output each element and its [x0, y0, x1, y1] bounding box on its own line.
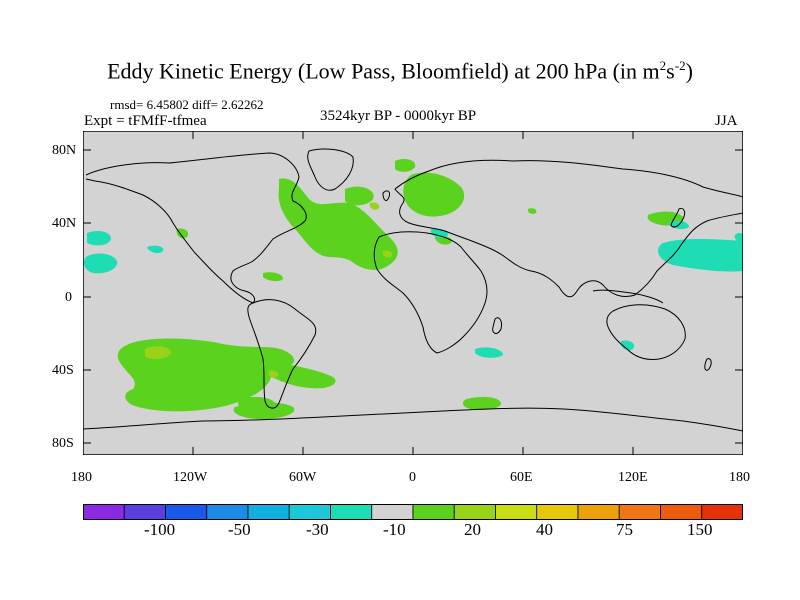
- colorbar-label: 40: [536, 520, 553, 539]
- new-zealand-outline: [704, 358, 712, 371]
- colorbar-cell: [371, 504, 414, 520]
- colorbar-cell: [453, 504, 496, 520]
- lon-label-60w: 60W: [289, 470, 317, 485]
- lat-label-80n: 80N: [52, 143, 77, 158]
- map-plot: [83, 131, 743, 455]
- colorbar-cell: [123, 504, 166, 520]
- local-maxima-regions: [145, 202, 393, 378]
- colorbar-cell: [618, 504, 661, 520]
- northeast-atlantic-anomaly: [345, 186, 374, 206]
- lon-label-120e: 120E: [618, 470, 648, 485]
- central-atlantic-maximum: [382, 250, 393, 258]
- period-label: 3524kyr BP - 0000kyr BP: [320, 108, 477, 124]
- south-pacific-maximum: [145, 346, 171, 360]
- colorbar-cells: [83, 504, 743, 520]
- colorbar-cell: [165, 504, 208, 520]
- south-america-outline: [247, 299, 317, 409]
- lon-label-180e: 180: [729, 470, 750, 485]
- lat-label-80s: 80S: [52, 436, 74, 451]
- colorbar-cell: [577, 504, 620, 520]
- greenland-outline: [307, 148, 354, 191]
- colorbar-cell: [660, 504, 703, 520]
- colorbar-cell: [701, 504, 743, 520]
- australia-anomaly: [620, 340, 635, 351]
- colorbar: [83, 504, 743, 520]
- lon-label-0: 0: [409, 470, 416, 485]
- lat-label-40s: 40S: [52, 363, 74, 378]
- colorbar-label: -30: [306, 520, 329, 539]
- colorbar-cell: [288, 504, 331, 520]
- colorbar-label: -100: [144, 520, 176, 539]
- colorbar-cell: [206, 504, 249, 520]
- colorbar-label: -10: [383, 520, 406, 539]
- axis-ticks: [83, 131, 743, 455]
- europe-anomaly: [403, 172, 465, 217]
- stats-text: rmsd= 6.45802 diff= 2.62262: [110, 97, 264, 112]
- north-america-anomaly: [147, 245, 164, 254]
- chart-title: Eddy Kinetic Energy (Low Pass, Bloomfiel…: [107, 58, 693, 84]
- colorbar-cell: [412, 504, 455, 520]
- eurasia-outline: [394, 159, 743, 298]
- madagascar-outline: [492, 317, 502, 334]
- antarctica-outline: [83, 407, 743, 432]
- colorbar-label: -50: [228, 520, 251, 539]
- dateline-anomaly: [734, 232, 743, 243]
- north-pacific-anomaly: [176, 228, 189, 239]
- central-america-anomaly: [263, 272, 283, 282]
- south-ocean-anomaly-2: [462, 396, 501, 410]
- colorbar-cell: [83, 504, 125, 520]
- lat-label-0: 0: [65, 290, 72, 305]
- lon-label-120w: 120W: [173, 470, 208, 485]
- australia-outline: [606, 304, 686, 360]
- colorbar-cell: [330, 504, 373, 520]
- hawaii-anomaly: [87, 231, 111, 246]
- season-label: JJA: [715, 113, 738, 129]
- colorbar-cell: [247, 504, 290, 520]
- colorbar-cell: [495, 504, 538, 520]
- coastlines: [83, 148, 743, 432]
- colorbar-cell: [536, 504, 579, 520]
- lat-label-40n: 40N: [52, 216, 77, 231]
- indian-ocean-anomaly: [475, 347, 503, 358]
- north-america-outline: [85, 152, 307, 304]
- south-ocean-anomaly-1: [233, 402, 295, 419]
- positive-anomaly-regions: [117, 159, 684, 419]
- north-atlantic-maximum: [369, 202, 380, 210]
- lon-label-60e: 60E: [510, 470, 533, 485]
- north-atlantic-anomaly: [278, 178, 398, 270]
- japan-outline: [670, 208, 686, 228]
- south-pacific-anomaly: [117, 338, 336, 412]
- east-pacific-anomaly: [83, 253, 118, 274]
- colorbar-label: 20: [464, 520, 481, 539]
- africa-outline: [373, 231, 488, 354]
- experiment-label: Expt = tFMfF-tfmea: [84, 113, 207, 129]
- west-pacific-anomaly: [527, 208, 537, 214]
- negative-anomaly-regions: [83, 220, 743, 358]
- colorbar-label: 150: [687, 520, 713, 539]
- lon-label-180w: 180: [71, 470, 92, 485]
- indonesia-outline: [592, 289, 664, 304]
- colorbar-label: 75: [616, 520, 633, 539]
- uk-outline: [382, 190, 390, 201]
- arctic-anomaly: [395, 159, 416, 172]
- south-atlantic-maximum: [268, 370, 279, 378]
